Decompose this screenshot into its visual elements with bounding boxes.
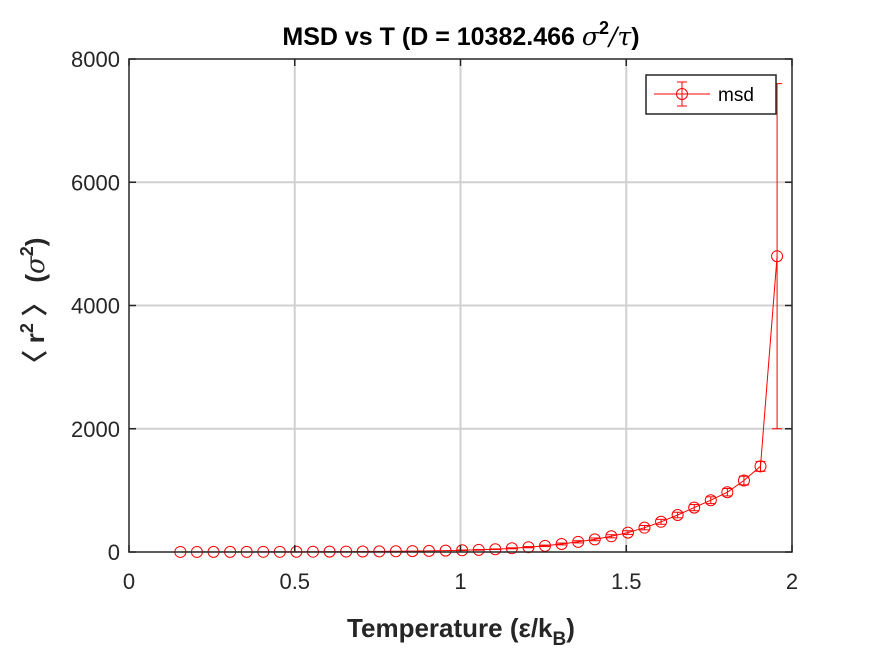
y-tick-labels: 0 2000 4000 6000 8000 [71, 47, 120, 565]
y-axis-label: 〈 r2 〉 (σ2) [17, 238, 51, 377]
x-tick-label: 2 [786, 569, 798, 594]
x-tick-label: 0 [123, 569, 135, 594]
y-tick-label: 6000 [71, 170, 120, 195]
data-point [688, 501, 701, 514]
y-axis-label-mid: 〉 ( [20, 274, 50, 323]
data-point [754, 460, 767, 473]
x-tick-label: 0.5 [279, 569, 310, 594]
x-tick-label: 1.5 [611, 569, 642, 594]
data-point [505, 542, 518, 555]
data-point [721, 486, 734, 499]
data-point [456, 544, 469, 557]
data-point [638, 521, 651, 534]
y-axis-label-exp2: 2 [17, 246, 37, 256]
y-axis-label-close: ) [20, 238, 50, 247]
x-axis-label-sub: B [553, 629, 567, 650]
data-point [572, 535, 585, 548]
x-axis-label-end: ) [566, 613, 575, 643]
y-tick-label: 8000 [71, 47, 120, 72]
data-point [489, 543, 502, 556]
x-axis-label: Temperature (ε/kB) [347, 613, 575, 650]
y-tick-label: 2000 [71, 417, 120, 442]
x-tick-labels: 0 0.5 1 1.5 2 [123, 569, 798, 594]
y-tick-label: 4000 [71, 294, 120, 319]
data-point [605, 530, 618, 543]
legend-label: msd [718, 85, 754, 106]
data-point [704, 494, 717, 507]
grid [129, 59, 792, 552]
data-point [588, 533, 601, 546]
data-point [406, 545, 419, 558]
x-axis-label-main: Temperature (ε/k [347, 613, 553, 643]
title-prefix: MSD vs T (D = 10382.466 [282, 23, 581, 51]
title-tau: τ [617, 22, 632, 51]
data-point [621, 526, 634, 539]
data-point [472, 543, 485, 556]
chart-title: MSD vs T (D = 10382.466 σ2/τ) [282, 18, 639, 51]
y-tick-label: 0 [108, 540, 120, 565]
y-axis-label-sigma: σ [21, 255, 51, 274]
data-point [771, 250, 784, 263]
legend-marker [676, 88, 688, 100]
data-point [439, 544, 452, 557]
y-axis-label-exp1: 2 [17, 323, 37, 333]
title-sigma: σ [582, 22, 600, 51]
data-point [423, 544, 436, 557]
title-suffix: ) [631, 23, 639, 51]
ticks [128, 58, 793, 553]
data-point [671, 509, 684, 522]
data-point [555, 537, 568, 550]
data-point [737, 474, 750, 487]
x-tick-label: 1 [454, 569, 466, 594]
title-slash: / [607, 22, 620, 51]
legend: msd [645, 74, 777, 115]
title-exponent: 2 [599, 18, 609, 38]
y-axis-label-open: 〈 r [20, 333, 50, 376]
data-point [655, 515, 668, 528]
